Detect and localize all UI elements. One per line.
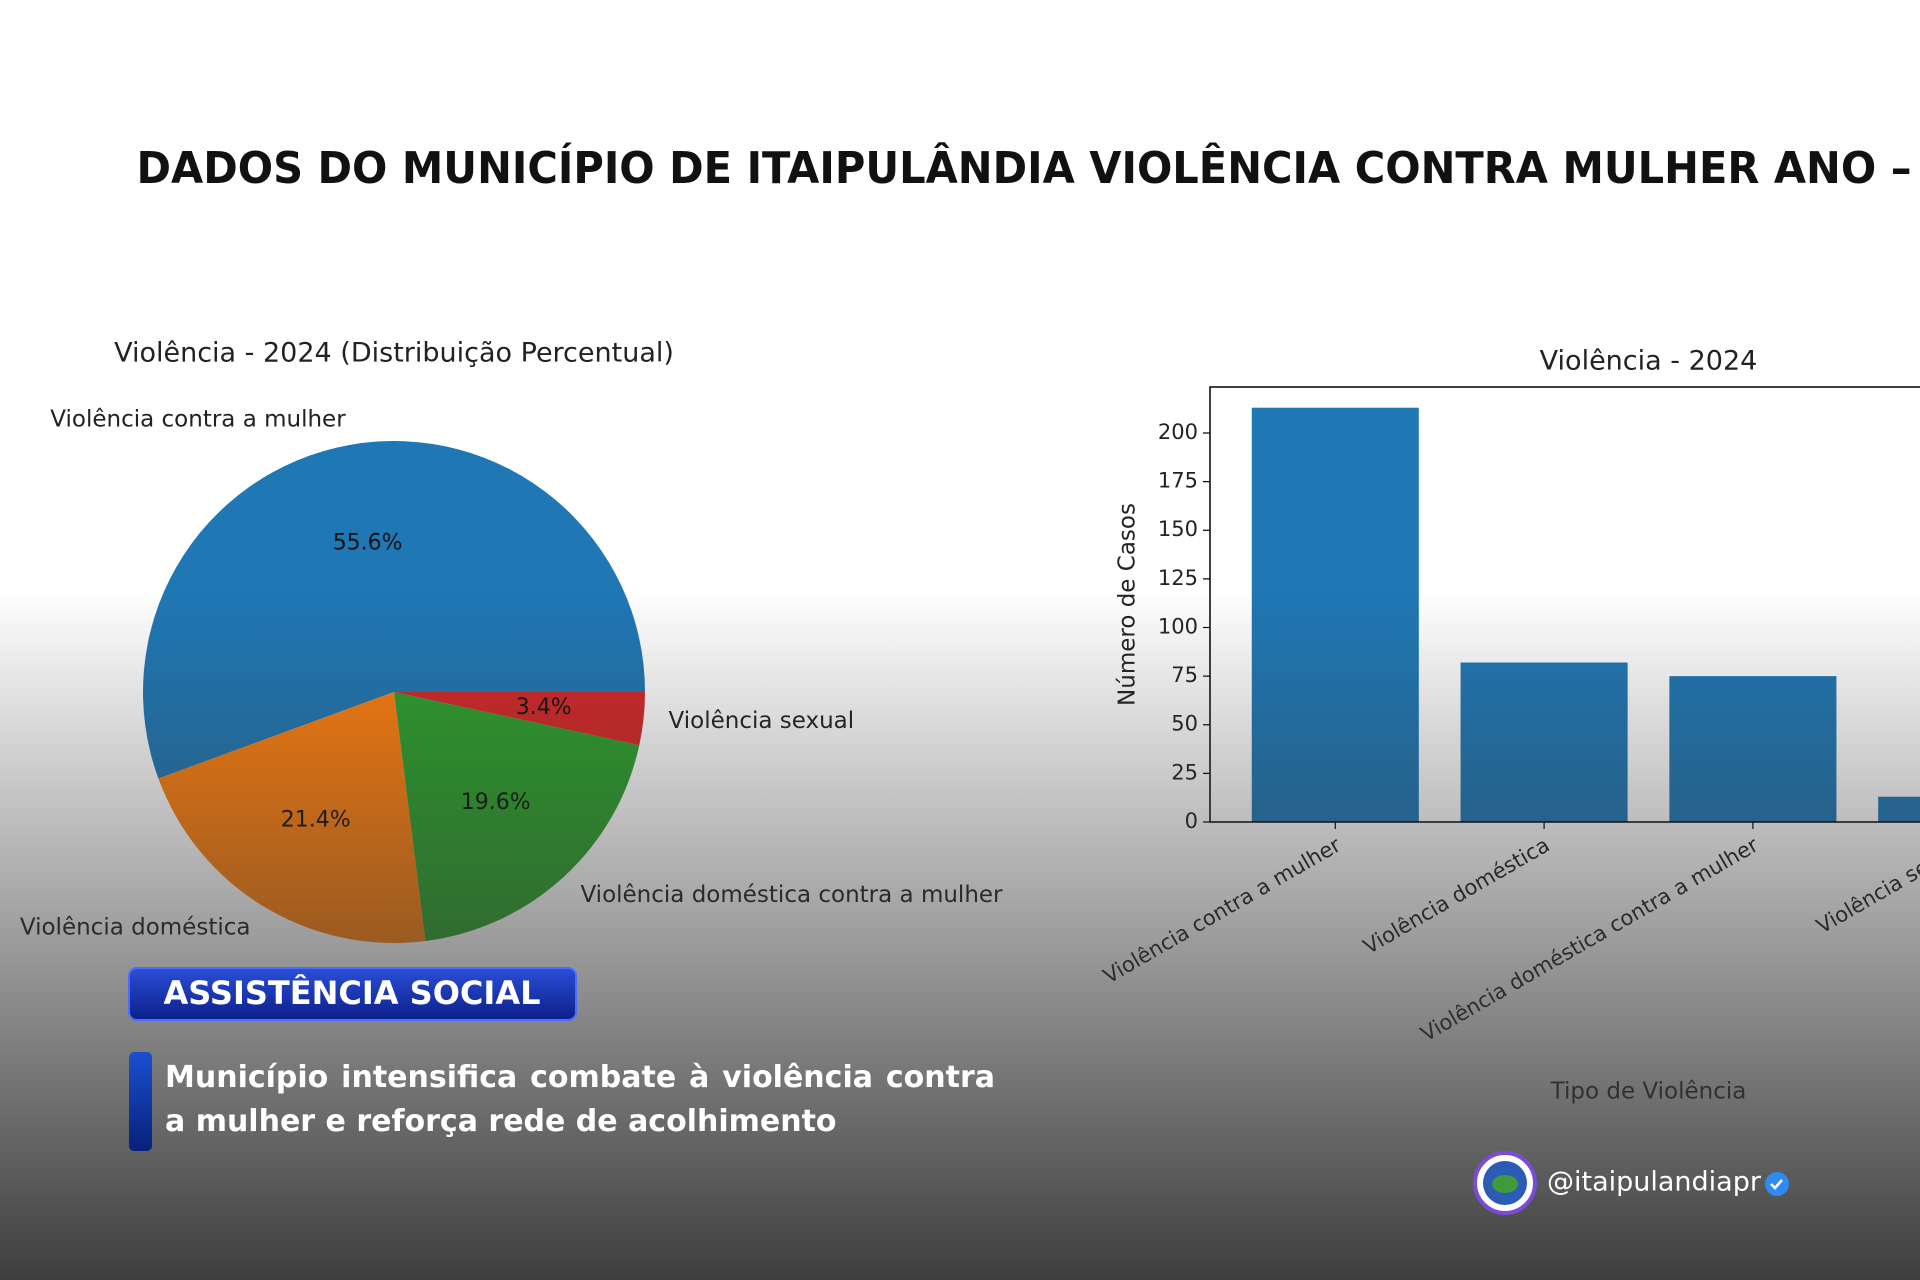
y-tick-label: 125 [1158,566,1198,590]
badge [128,967,577,1021]
pie-value-label: 55.6% [333,531,403,556]
y-tick-label: 175 [1158,469,1198,493]
chart-title: Violência - 2024 (Distribuição Percentua… [114,338,674,369]
headline-bar [129,1052,152,1151]
logo-emblem [1492,1175,1518,1193]
page-title: DADOS DO MUNICÍPIO DE ITAIPULÂNDIA VIOLÊ… [137,141,1912,194]
y-tick-label: 200 [1158,420,1198,444]
pie-category-label: Violência contra a mulher [50,407,346,433]
verified-check [1770,1179,1783,1190]
chart-title: Violência - 2024 [1540,346,1758,377]
shade-overlay [0,590,1920,1280]
handle: @itaipulandiapr [1547,1167,1762,1198]
badge-text: ASSISTÊNCIA SOCIAL [164,974,541,1012]
y-tick-label: 150 [1158,517,1198,541]
headline: Município intensifica combate à violênci… [165,1060,995,1139]
